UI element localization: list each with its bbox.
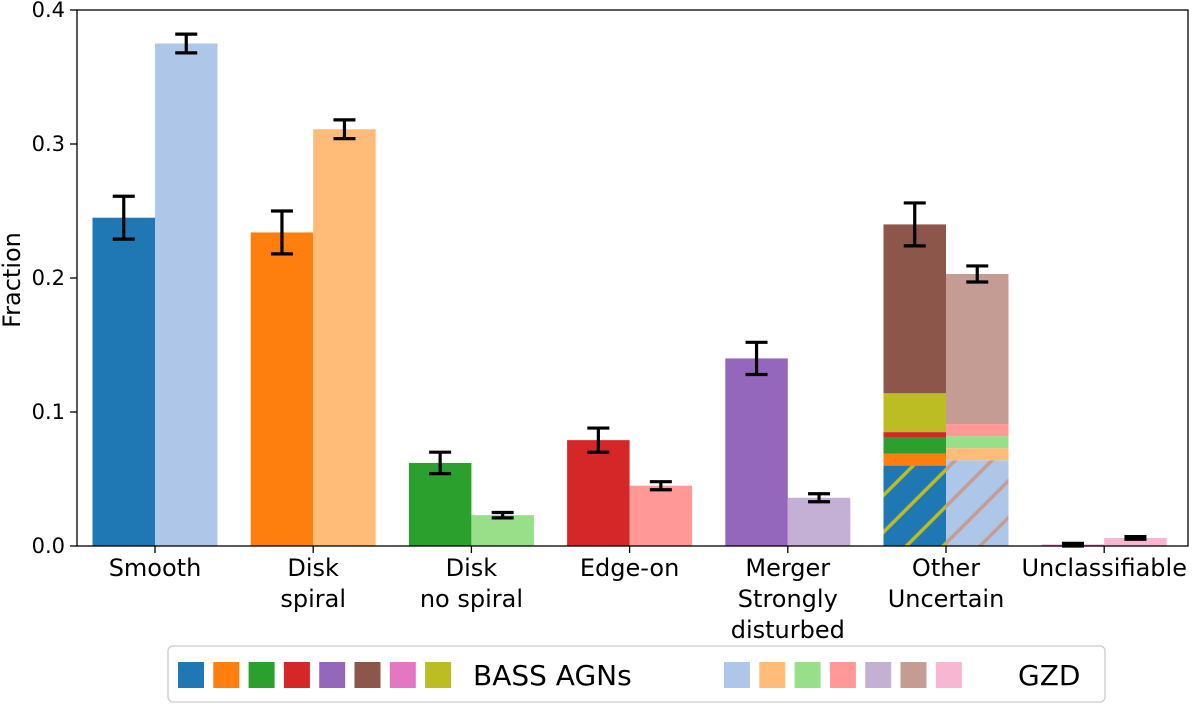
stacked-bar-bass [883,224,946,546]
bar-segment [946,448,1009,461]
bar-gzd [471,515,534,546]
bar-segment [883,393,946,433]
error-bar [966,264,989,284]
bar-gzd [787,497,851,546]
bar-gzd [313,129,376,546]
bar-segment [946,436,1009,449]
legend-swatch [178,662,204,688]
bar-gzd [1104,537,1167,546]
bar-bass [250,232,314,546]
x-tick-label: Other Uncertain [888,554,1005,613]
axes-frame [76,9,1189,547]
legend-entry-bass: BASS AGNs [178,659,632,692]
bar-bass [92,217,155,546]
error-bar [745,340,768,377]
bar-gzd [629,485,693,546]
legend-swatch [283,662,310,688]
bar-segment [946,424,1009,437]
x-tick-label: Merger Strongly disturbed [731,554,845,644]
error-bar [270,209,293,256]
error-bar [333,118,356,141]
error-bar [649,480,672,492]
x-tick-label: Unclassifiable [1021,554,1187,582]
legend-swatch [865,662,892,688]
legend-label: GZD [1018,659,1080,692]
legend-swatch [354,662,381,688]
legend-swatch [389,662,416,688]
legend-swatch [794,662,821,688]
y-tick-label: 0.4 [32,0,65,22]
error-bar [1124,535,1147,541]
legend-swatch [724,662,750,688]
error-bar [429,450,452,476]
bar-gzd [155,43,218,546]
legend-swatch [759,662,786,688]
legend: BASS AGNs GZD [167,645,1106,703]
y-tick-label: 0.1 [32,400,65,424]
bar-segment-hatch [883,465,946,546]
error-bar [587,426,610,454]
legend-swatch [319,662,346,688]
legend-entry-gzd: GZD [724,659,1080,692]
x-tick-label: Edge-on [580,554,679,582]
bar-bass [567,440,630,546]
error-bar [112,194,135,241]
legend-swatch [829,662,856,688]
y-tick-label: 0.0 [32,534,65,558]
legend-swatch [900,662,927,688]
y-tick-label: 0.2 [32,266,65,290]
bar-segment-hatch [946,460,1009,546]
error-bar [808,492,831,504]
x-tick-label: Smooth [109,554,202,582]
legend-swatch [425,662,452,688]
y-axis-title: Fraction [0,232,26,328]
y-tick-label: 0.3 [32,132,65,156]
legend-swatch [248,662,275,688]
error-bar [491,510,514,520]
error-bar [175,32,198,55]
bar-segment [883,432,946,438]
stacked-bar-gzd [946,273,1009,546]
x-tick-label: Disk spiral [280,554,346,613]
legend-swatch [935,662,962,688]
error-bars-layer [112,32,1147,548]
y-axis: 0.0 0.1 0.2 0.3 0.4 [32,0,77,558]
bars-layer [92,43,1167,547]
error-bar [903,201,926,248]
bar-segment [883,437,946,454]
bar-bass [408,462,472,546]
legend-swatch [213,662,240,688]
bar-segment [883,224,946,394]
legend-label: BASS AGNs [473,659,632,692]
bar-segment [946,273,1009,425]
x-axis: Smooth Disk spiral Disk no spiral Edge-on Merg… [109,546,1187,644]
x-tick-label: Disk no spiral [420,554,523,613]
bar-bass [725,358,788,546]
bar-segment [883,453,946,466]
